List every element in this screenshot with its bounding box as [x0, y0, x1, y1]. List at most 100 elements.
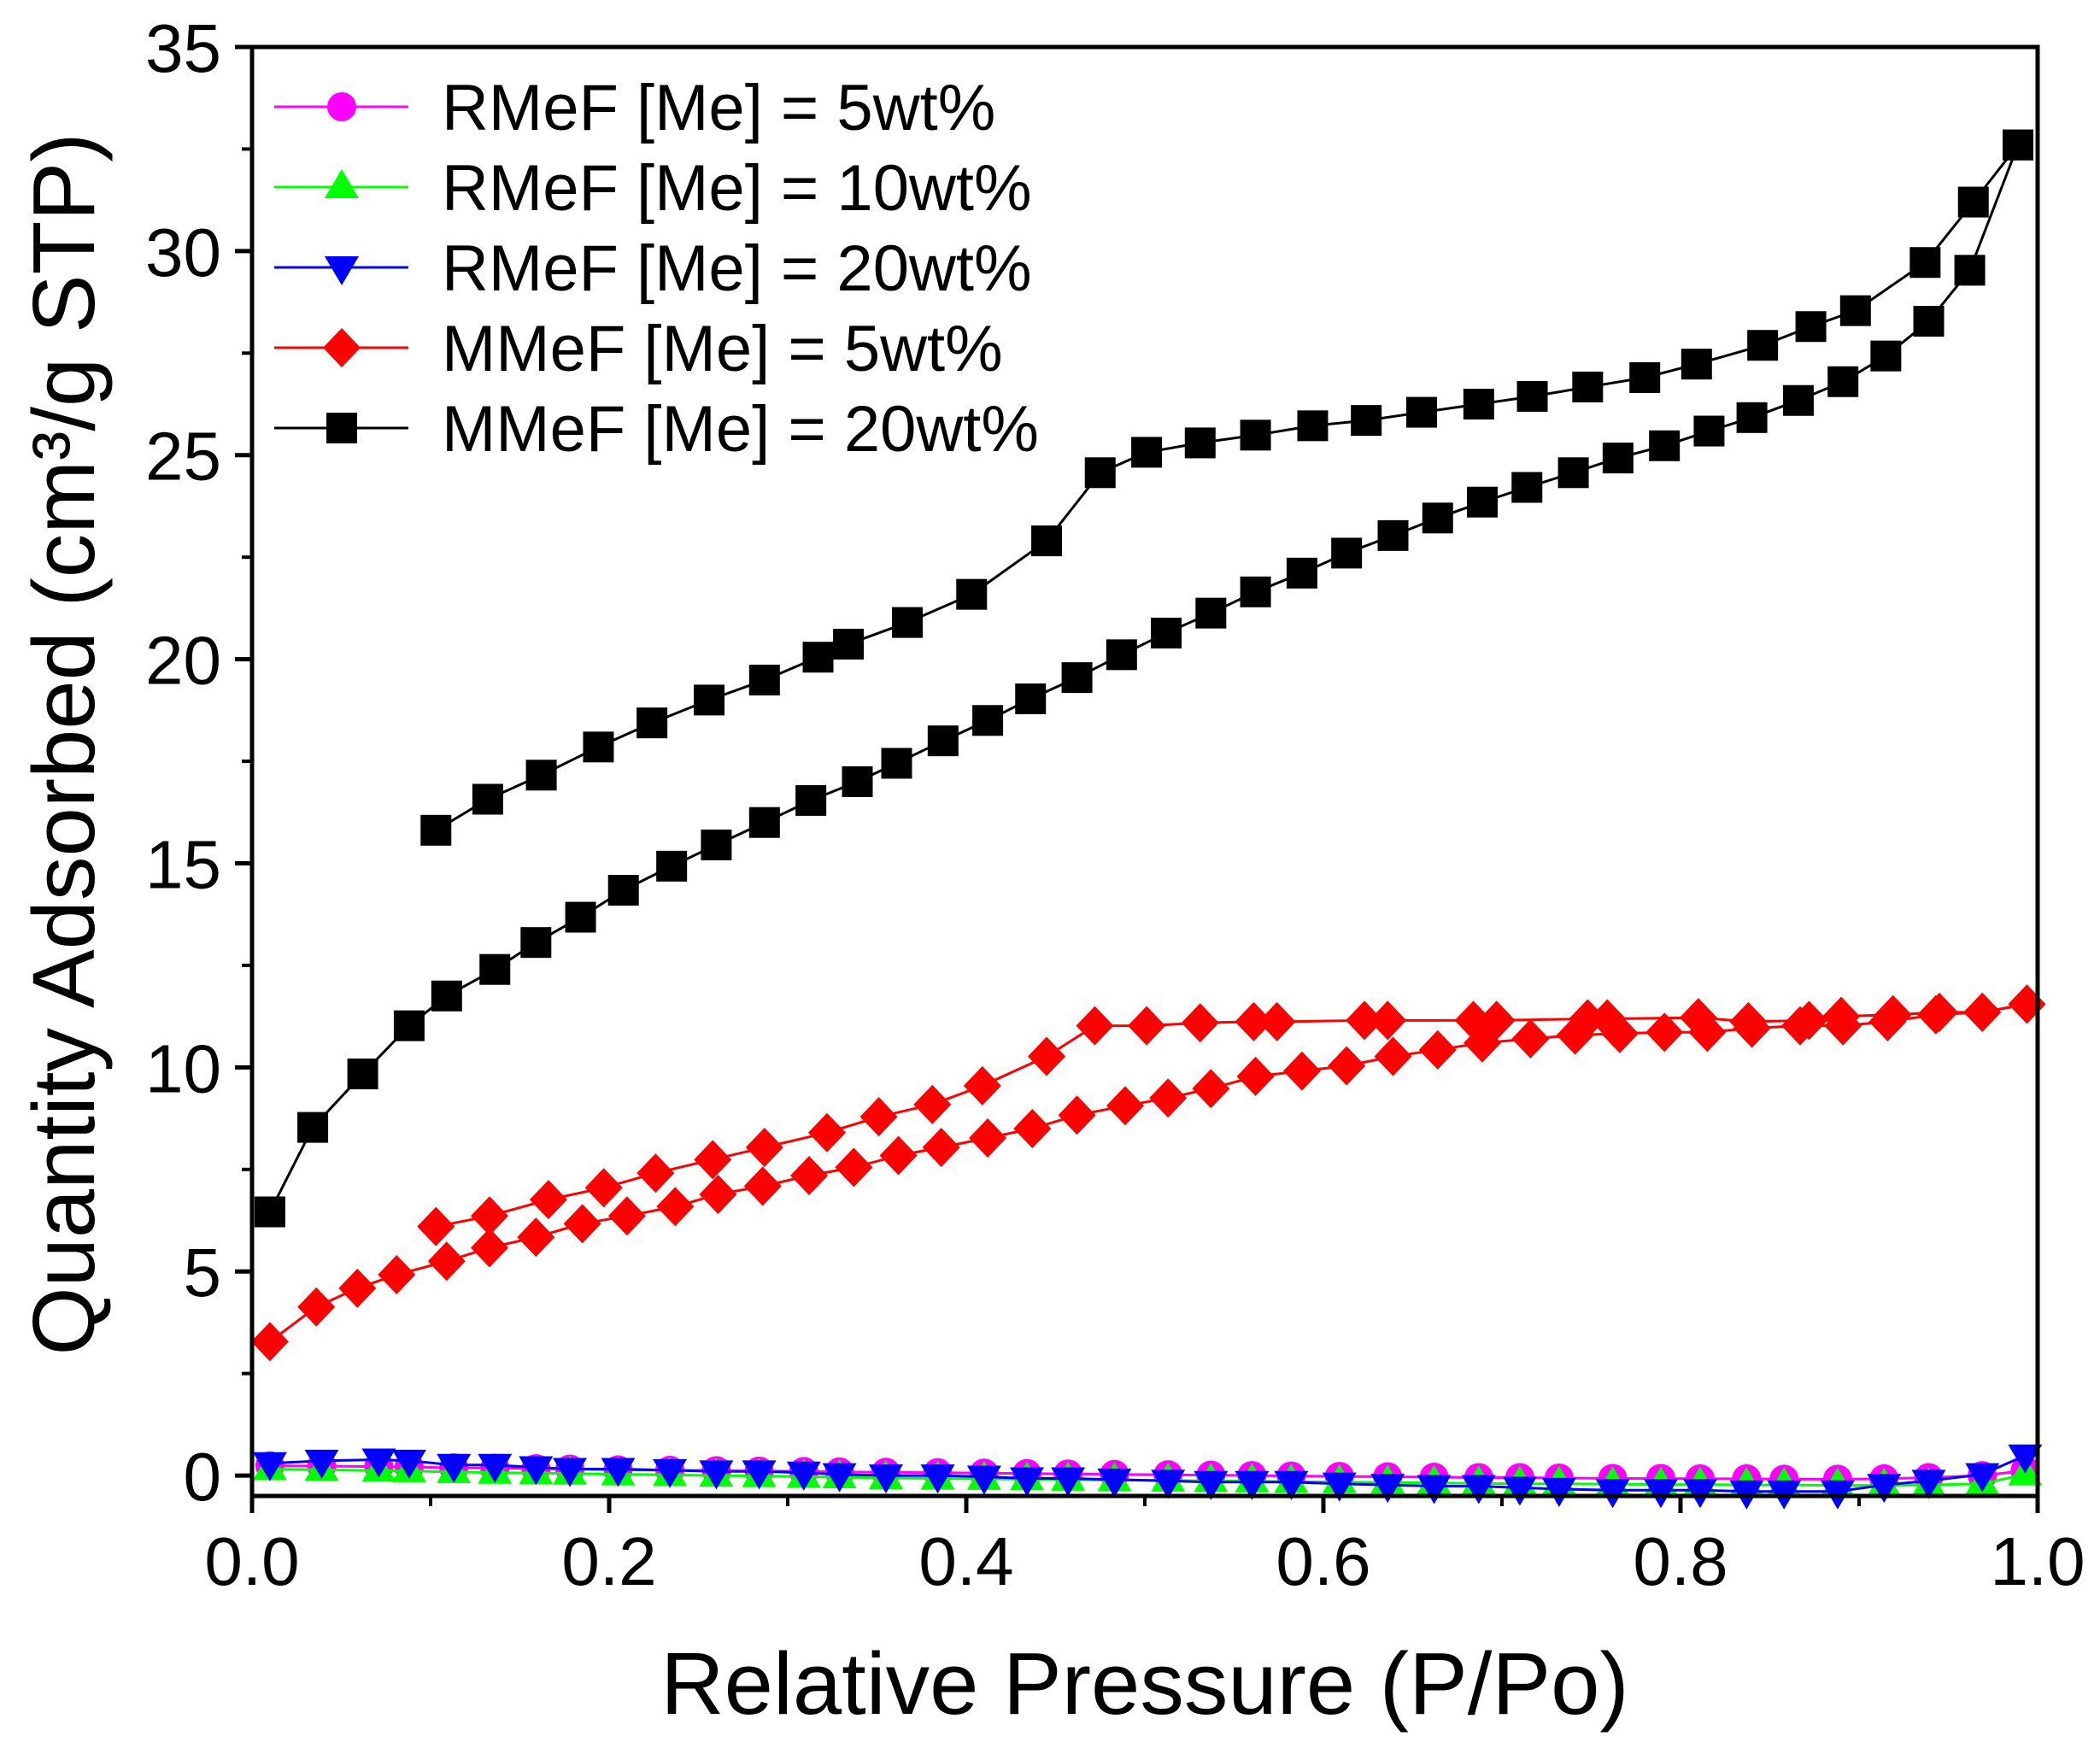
- mmef-me-5wt-point: [1028, 1036, 1066, 1076]
- mmef-me-20wt-point: [802, 642, 834, 673]
- mmef-me-5wt-point: [1511, 1018, 1550, 1059]
- rmef-me-20wt-point: [699, 1460, 734, 1490]
- mmef-me-20wt-point: [1463, 389, 1494, 420]
- mmef-me-5wt-point: [835, 1147, 873, 1188]
- mmef-me-5wt-point: [1477, 1000, 1516, 1041]
- mmef-me-20wt-point: [420, 814, 452, 846]
- mmef-me-20wt-point: [583, 731, 614, 763]
- mmef-me-20wt-point: [701, 829, 732, 860]
- mmef-me-20wt-point: [1131, 437, 1163, 468]
- mmef-me-20wt-point: [1870, 340, 1902, 372]
- mmef-me-20wt-point: [1467, 486, 1499, 518]
- mmef-me-5wt-point: [1874, 994, 1912, 1035]
- legend-label: MMeF [Me] = 5wt%: [442, 313, 1003, 385]
- mmef-me-20wt-point: [1195, 597, 1227, 629]
- mmef-me-5wt-point: [1149, 1078, 1188, 1118]
- mmef-me-20wt-point: [1557, 457, 1589, 489]
- mmef-me-20wt-point: [1240, 576, 1271, 607]
- rmef-me-20wt-point: [553, 1458, 588, 1487]
- y-tick-label: 5: [184, 1235, 222, 1311]
- mmef-me-5wt-point: [517, 1217, 555, 1258]
- mmef-me-5wt-point: [969, 1118, 1007, 1158]
- x-tick-label: 0.4: [918, 1523, 1013, 1599]
- mmef-me-5wt-point: [250, 1322, 289, 1362]
- rmef-me-20wt-point: [822, 1463, 857, 1493]
- mmef-me-5wt-point: [1963, 992, 2002, 1032]
- mmef-me-5wt-point: [699, 1174, 737, 1214]
- rmef-me-20wt-point: [966, 1465, 1001, 1495]
- mmef-me-20wt-point: [1106, 639, 1137, 671]
- mmef-me-20wt-point: [1084, 457, 1116, 489]
- mmef-me-20wt-point: [393, 1010, 425, 1041]
- mmef-me-20wt-point: [972, 705, 1004, 736]
- legend-entry: RMeF [Me] = 10wt%: [274, 152, 1032, 225]
- mmef-me-20wt-point: [1351, 405, 1382, 437]
- mmef-me-20wt-point: [254, 1196, 285, 1228]
- mmef-me-5wt-point: [1374, 1036, 1412, 1076]
- mmef-me-5wt-point: [1106, 1086, 1145, 1126]
- mmef-me-20wt-point: [1736, 402, 1768, 433]
- mmef-me-20wt-point: [1681, 349, 1712, 380]
- mmef-me-5wt-point: [1921, 992, 1959, 1032]
- mmef-me-20wt-point: [1693, 415, 1725, 447]
- y-tick-label: 15: [145, 826, 221, 902]
- mmef-me-20wt-point: [842, 765, 873, 797]
- mmef-me-5wt-point: [859, 1097, 898, 1137]
- rmef-me-20wt-point: [653, 1458, 688, 1488]
- mmef-me-20wt-series: [254, 129, 2034, 1228]
- rmef-me-20wt-point: [786, 1461, 821, 1491]
- mmef-me-5wt-point: [584, 1168, 623, 1208]
- mmef-me-20wt-point: [1184, 427, 1216, 459]
- mmef-me-20wt-point: [1422, 502, 1453, 534]
- mmef-me-5wt-point: [1235, 1001, 1273, 1041]
- mmef-me-5wt-point: [1729, 1001, 1768, 1041]
- rmef-me-20wt-point: [1965, 1463, 2000, 1493]
- rmef-me-20wt-point: [1151, 1469, 1186, 1499]
- mmef-me-20wt-point: [1827, 366, 1859, 397]
- mmef-me-5wt-point: [636, 1153, 675, 1194]
- mmef-me-20wt-point: [833, 628, 865, 660]
- x-tick-label: 0.2: [561, 1523, 656, 1599]
- mmef-me-5wt-point: [1236, 1056, 1275, 1096]
- y-tick-label: 25: [145, 419, 221, 495]
- mmef-me-20wt-point: [1015, 683, 1047, 714]
- rmef-me-20wt-point: [868, 1464, 903, 1494]
- mmef-me-20wt-point: [694, 684, 725, 716]
- mmef-me-20wt-point: [431, 980, 462, 1012]
- mmef-me-5wt-point: [743, 1166, 782, 1206]
- mmef-me-5wt-point: [807, 1112, 846, 1153]
- rmef-me-20wt-point: [1322, 1472, 1357, 1502]
- mmef-me-5wt-point: [1328, 1046, 1366, 1086]
- legend-label: RMeF [Me] = 20wt%: [442, 232, 1032, 305]
- mmef-me-5wt-point: [417, 1206, 455, 1246]
- rmef-me-20wt-point: [1010, 1467, 1045, 1497]
- mmef-me-5wt-point: [563, 1204, 601, 1244]
- mmef-me-5wt-point: [1282, 1051, 1321, 1091]
- mmef-me-5wt-point: [1790, 1000, 1828, 1041]
- mmef-me-20wt-point: [1782, 384, 1814, 416]
- rmef-me-20wt-point: [252, 1452, 287, 1481]
- rmef-me-20wt-point: [1235, 1470, 1270, 1500]
- mmef-me-5wt-point: [1418, 1029, 1457, 1070]
- rmef-me-20wt-point: [1911, 1469, 1946, 1499]
- mmef-me-20wt-point: [607, 875, 639, 906]
- mmef-me-5wt-point: [1128, 1006, 1166, 1046]
- mmef-me-20wt-point: [795, 784, 827, 816]
- mmef-me-20wt-point: [565, 901, 596, 933]
- axis-ticks: [235, 44, 2040, 1513]
- mmef-me-5wt-point: [297, 1287, 336, 1327]
- mmef-me-20wt-point: [1516, 380, 1548, 412]
- legend-marker-diamond-icon: [323, 328, 361, 367]
- rmef-me-20wt-point: [304, 1449, 339, 1479]
- rmef-me-20wt-point: [478, 1453, 513, 1483]
- mmef-me-20wt-point: [1795, 311, 1827, 343]
- mmef-me-20wt-point: [1297, 410, 1329, 442]
- rmef-me-20wt-point: [920, 1464, 955, 1494]
- mmef-me-20wt-point: [748, 807, 780, 838]
- legend-entry: MMeF [Me] = 5wt%: [274, 313, 1003, 385]
- mmef-me-20wt-point: [1747, 330, 1779, 361]
- mmef-me-5wt-point: [1369, 1000, 1407, 1041]
- mmef-me-20wt-point: [1377, 519, 1409, 551]
- mmef-me-20wt-point: [1061, 662, 1093, 694]
